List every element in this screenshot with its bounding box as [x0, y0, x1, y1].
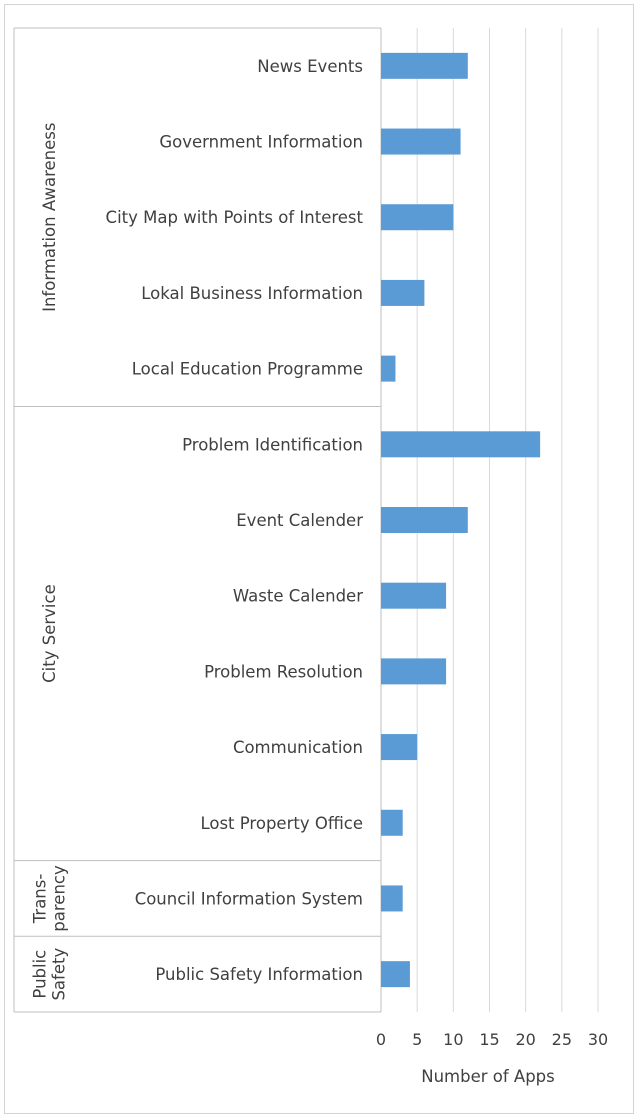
category-label: Public Safety Information	[155, 965, 363, 984]
bar	[381, 658, 447, 685]
category-label: Lost Property Office	[200, 814, 363, 833]
group-label: Safety	[50, 948, 69, 1001]
chart-frame	[4, 4, 634, 1114]
x-tick-label: 10	[443, 1030, 463, 1049]
group-label: Information Awareness	[40, 123, 59, 312]
gridlines	[416, 28, 599, 1012]
bar	[381, 431, 541, 458]
category-label: Council Information System	[135, 889, 363, 908]
category-label: Government Information	[159, 133, 363, 152]
bar	[381, 961, 410, 988]
bar	[381, 582, 447, 609]
x-tick-label: 30	[588, 1030, 608, 1049]
x-axis-title: Number of Apps	[421, 1067, 555, 1086]
category-label: Problem Identification	[182, 435, 363, 454]
group-label: Trans-	[31, 874, 50, 925]
group-label: parency	[50, 865, 69, 932]
group-label: City Service	[40, 584, 59, 683]
category-labels: News Events Government Information City Ma…	[106, 57, 364, 984]
bar	[381, 128, 461, 155]
category-label: City Map with Points of Interest	[106, 208, 364, 227]
group-labels: Information Awareness City Service Trans-p…	[31, 123, 69, 1001]
x-tick-label: 0	[376, 1030, 386, 1049]
bar	[381, 52, 468, 79]
group-label: Public	[31, 950, 50, 999]
bars	[381, 52, 541, 988]
x-tick-label: 15	[479, 1030, 499, 1049]
category-label: Local Education Programme	[132, 360, 363, 379]
bar	[381, 204, 454, 231]
x-tick-label: 5	[412, 1030, 422, 1049]
bar	[381, 809, 403, 836]
bar	[381, 355, 396, 382]
x-tick-label: 20	[515, 1030, 535, 1049]
bar	[381, 507, 468, 533]
category-label: Lokal Business Information	[141, 284, 363, 303]
x-tick-label: 25	[552, 1030, 572, 1049]
bar	[381, 885, 403, 912]
category-label: News Events	[257, 57, 363, 76]
category-label: Event Calender	[236, 511, 363, 530]
x-tick-labels: 0 5 10 15 20 25 30	[376, 1030, 608, 1049]
bar	[381, 279, 425, 306]
category-label: Communication	[233, 738, 363, 757]
category-label: Problem Resolution	[204, 662, 363, 681]
category-label: Waste Calender	[233, 587, 363, 606]
bar	[381, 734, 418, 761]
category-axis-frame	[13, 27, 382, 1013]
